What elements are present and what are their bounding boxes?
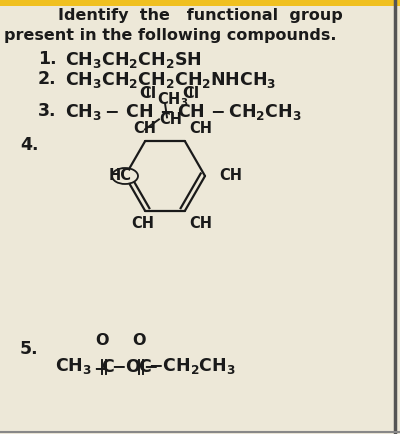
Text: present in the following compounds.: present in the following compounds. <box>4 28 336 43</box>
Text: Cl: Cl <box>182 86 200 101</box>
Text: $\mathbf{CH_3CH_2CH_2CH_2NHCH_3}$: $\mathbf{CH_3CH_2CH_2CH_2NHCH_3}$ <box>65 70 276 90</box>
Text: Identify  the   functional  group: Identify the functional group <box>58 8 342 23</box>
Text: $\mathbf{C}$: $\mathbf{C}$ <box>101 358 115 376</box>
Text: $\mathbf{C}$: $\mathbf{C}$ <box>138 358 152 376</box>
Text: CH: CH <box>189 121 212 136</box>
Text: CH: CH <box>219 168 242 184</box>
Text: $\mathbf{CH_3}$$\mathbf{-C-O-C-CH_2CH_3}$: $\mathbf{CH_3}$$\mathbf{-C-O-C-CH_2CH_3}… <box>55 356 284 376</box>
Text: CH: CH <box>133 121 156 136</box>
Text: $\mathbf{CH_3CH_2CH_2SH}$: $\mathbf{CH_3CH_2CH_2SH}$ <box>65 50 202 70</box>
Bar <box>53 354 393 392</box>
Text: CH: CH <box>159 112 182 127</box>
Text: O: O <box>132 333 146 348</box>
Bar <box>0 0 400 6</box>
Text: $\mathbf{-CH_2CH_3}$: $\mathbf{-CH_2CH_3}$ <box>148 356 236 376</box>
Text: CH: CH <box>131 216 154 231</box>
Text: 1.: 1. <box>38 50 57 68</box>
Text: 4.: 4. <box>20 136 38 154</box>
Text: $\mathbf{-}$: $\mathbf{-}$ <box>93 358 108 376</box>
Text: Cl: Cl <box>139 86 157 101</box>
Ellipse shape <box>112 168 138 184</box>
Text: 3.: 3. <box>38 102 56 120</box>
Text: $\mathbf{CH_3}$: $\mathbf{CH_3}$ <box>157 90 188 108</box>
Text: $\mathbf{-O-}$: $\mathbf{-O-}$ <box>111 358 158 376</box>
Text: 2.: 2. <box>38 70 57 88</box>
Text: $\mathbf{CH_3-\,CH\,-CH\,-CH_2CH_3}$: $\mathbf{CH_3-\,CH\,-CH\,-CH_2CH_3}$ <box>65 102 302 122</box>
Text: O: O <box>95 333 109 348</box>
Text: CH: CH <box>189 216 212 231</box>
Text: HC: HC <box>109 168 132 184</box>
Text: $\mathbf{CH_3}$: $\mathbf{CH_3}$ <box>55 356 92 376</box>
Text: 5.: 5. <box>20 340 39 358</box>
